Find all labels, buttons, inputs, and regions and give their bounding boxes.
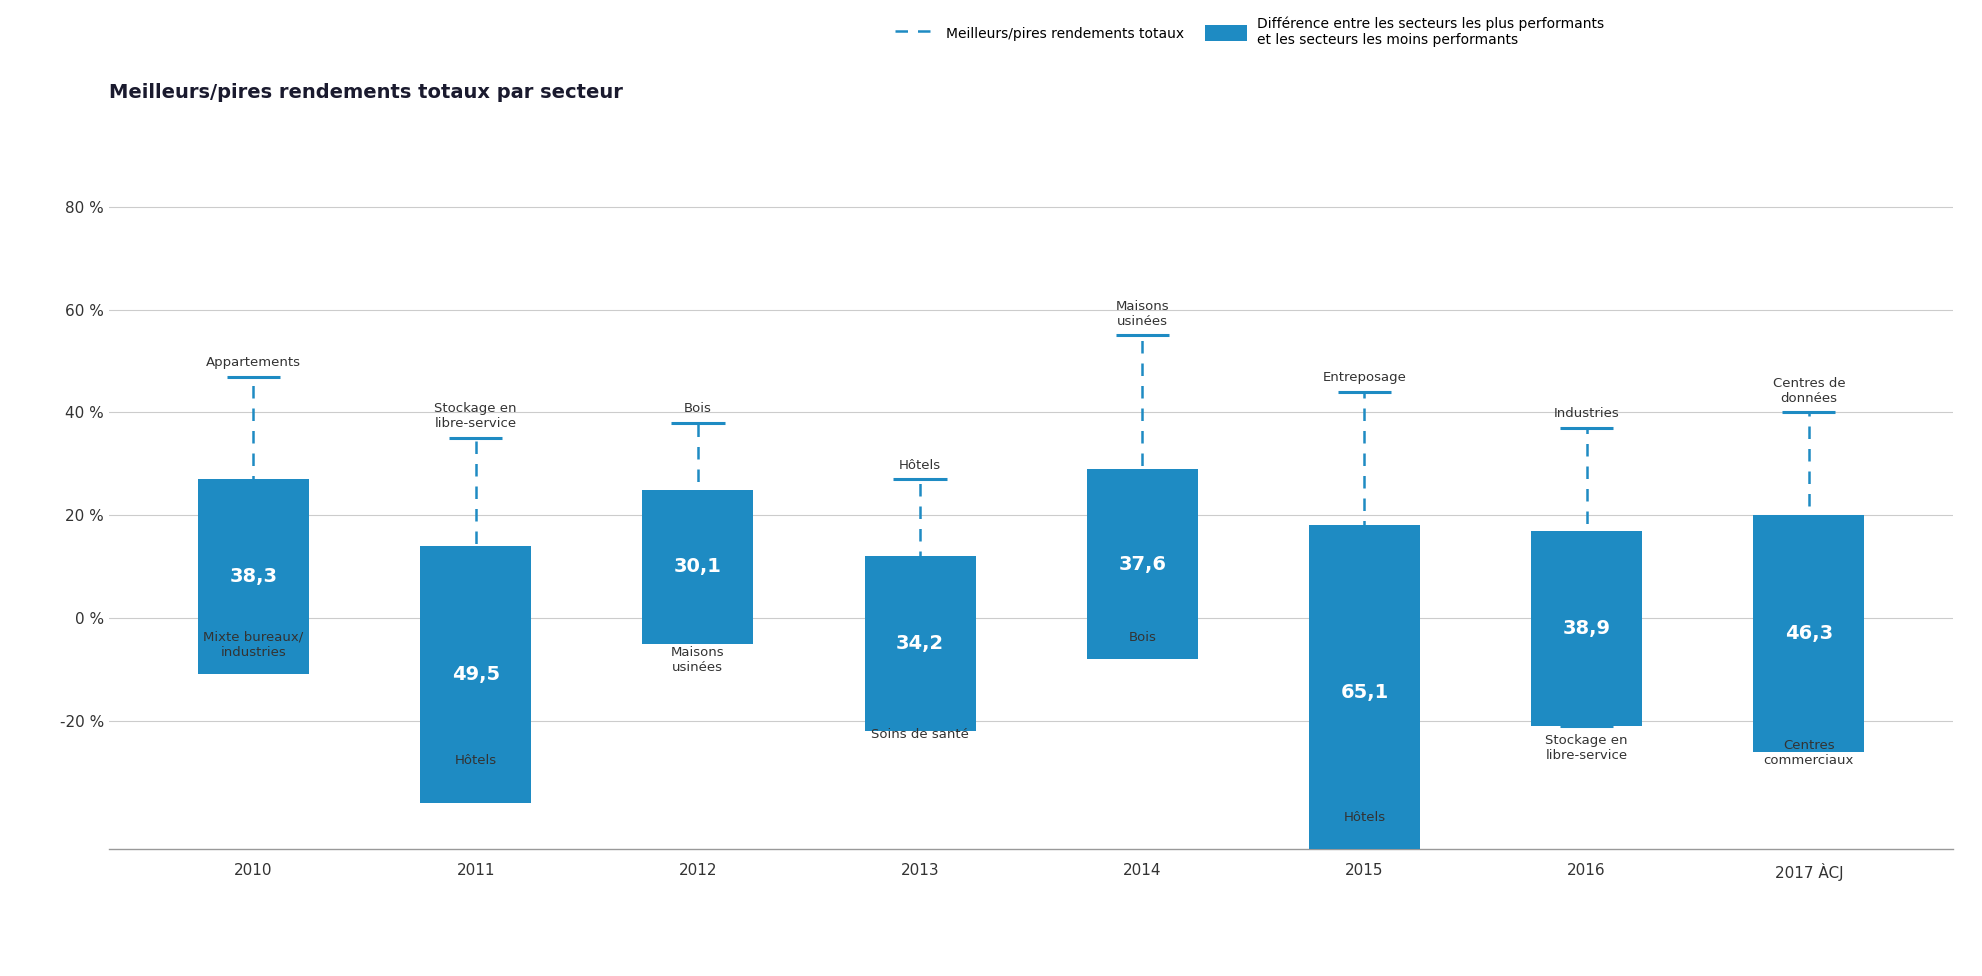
- Text: Stockage en
libre-service: Stockage en libre-service: [434, 402, 517, 430]
- Bar: [864, 556, 975, 731]
- Text: Soins de santé: Soins de santé: [870, 728, 969, 742]
- Bar: [198, 479, 309, 674]
- Text: Maisons
usinées: Maisons usinées: [670, 646, 723, 674]
- Bar: [420, 546, 531, 803]
- Text: Centres de
données: Centres de données: [1772, 377, 1843, 405]
- Text: Hôtels: Hôtels: [898, 459, 941, 471]
- Text: Mixte bureaux/
industries: Mixte bureaux/ industries: [204, 630, 303, 659]
- Text: Appartements: Appartements: [206, 356, 301, 369]
- Text: 38,3: 38,3: [230, 567, 277, 587]
- Text: 34,2: 34,2: [896, 634, 943, 653]
- Text: Hôtels: Hôtels: [1342, 811, 1385, 824]
- Legend: Meilleurs/pires rendements totaux, Différence entre les secteurs les plus perfor: Meilleurs/pires rendements totaux, Diffé…: [894, 17, 1603, 48]
- Text: Hôtels: Hôtels: [454, 754, 497, 767]
- Text: Entreposage: Entreposage: [1322, 371, 1405, 385]
- Text: 46,3: 46,3: [1784, 624, 1831, 643]
- Text: Bois: Bois: [1128, 630, 1156, 644]
- Bar: [1308, 525, 1419, 860]
- Text: 38,9: 38,9: [1562, 619, 1609, 637]
- Bar: [1530, 531, 1641, 726]
- Text: 49,5: 49,5: [452, 665, 499, 684]
- Text: Centres
commerciaux: Centres commerciaux: [1762, 739, 1853, 767]
- Text: Meilleurs/pires rendements totaux par secteur: Meilleurs/pires rendements totaux par se…: [109, 84, 622, 102]
- Text: 30,1: 30,1: [674, 557, 721, 576]
- Bar: [1752, 515, 1863, 752]
- Text: Maisons
usinées: Maisons usinées: [1116, 300, 1169, 328]
- Text: Stockage en
libre-service: Stockage en libre-service: [1544, 734, 1627, 761]
- Bar: [642, 490, 753, 643]
- Text: 65,1: 65,1: [1340, 683, 1387, 702]
- Text: 37,6: 37,6: [1118, 554, 1165, 574]
- Text: Bois: Bois: [684, 402, 712, 415]
- Bar: [1086, 469, 1197, 659]
- Text: Industries: Industries: [1554, 407, 1619, 421]
